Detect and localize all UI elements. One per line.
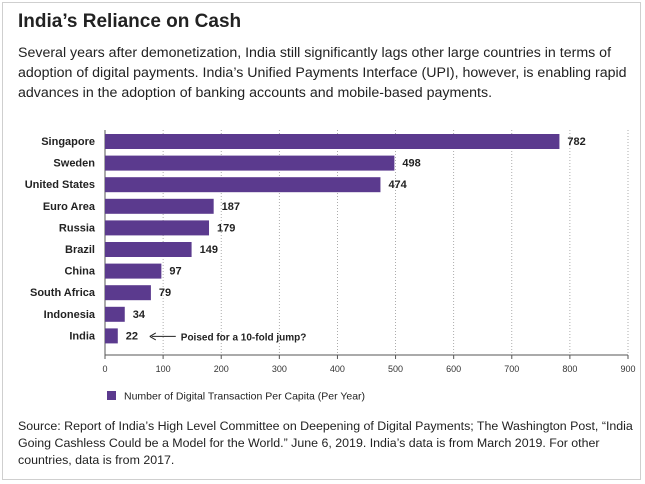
annotation-text: Poised for a 10-fold jump? (181, 332, 307, 343)
data-label: 782 (567, 136, 585, 148)
x-tick-label: 100 (156, 364, 171, 374)
x-tick-label: 900 (620, 364, 635, 374)
x-tick-label: 400 (330, 364, 345, 374)
category-label: Sweden (53, 158, 95, 170)
data-label: 179 (217, 222, 235, 234)
chart-subtitle: Several years after demonetization, Indi… (18, 45, 627, 101)
data-label: 498 (402, 158, 420, 170)
x-tick-label: 800 (562, 364, 577, 374)
category-label: Singapore (41, 136, 95, 148)
category-label: China (64, 266, 95, 278)
x-tick-label: 700 (504, 364, 519, 374)
bar (105, 177, 381, 193)
x-tick-label: 300 (272, 364, 287, 374)
x-tick-label: 0 (102, 364, 107, 374)
x-tick-label: 500 (388, 364, 403, 374)
bar (105, 263, 162, 279)
data-label: 34 (133, 309, 146, 321)
bar (105, 198, 214, 214)
legend-label: Number of Digital Transaction Per Capita… (124, 391, 365, 403)
data-label: 97 (169, 266, 181, 278)
category-label: Euro Area (43, 201, 96, 213)
data-label: 22 (126, 330, 138, 342)
category-label: Indonesia (44, 309, 96, 321)
bar (105, 328, 118, 344)
category-label: United States (25, 179, 95, 191)
category-label: Brazil (65, 244, 95, 256)
bar (105, 242, 192, 257)
bar (105, 285, 151, 301)
category-label: India (69, 330, 96, 342)
chart-frame (2, 2, 641, 480)
data-label: 187 (222, 201, 240, 213)
data-label: 149 (200, 244, 218, 256)
bar (105, 155, 395, 171)
category-label: Russia (59, 222, 96, 234)
bar (105, 306, 125, 322)
bar (105, 220, 210, 236)
category-label: South Africa (30, 287, 96, 299)
chart-title: India’s Reliance on Cash (18, 11, 242, 32)
bar (105, 134, 560, 149)
data-label: 474 (388, 179, 407, 191)
x-tick-label: 200 (214, 364, 229, 374)
x-tick-label: 600 (446, 364, 461, 374)
legend-swatch (107, 391, 116, 400)
data-label: 79 (159, 287, 171, 299)
annotation-arrow-head (149, 332, 157, 341)
source-note: Source: Report of India’s High Level Com… (18, 419, 633, 467)
